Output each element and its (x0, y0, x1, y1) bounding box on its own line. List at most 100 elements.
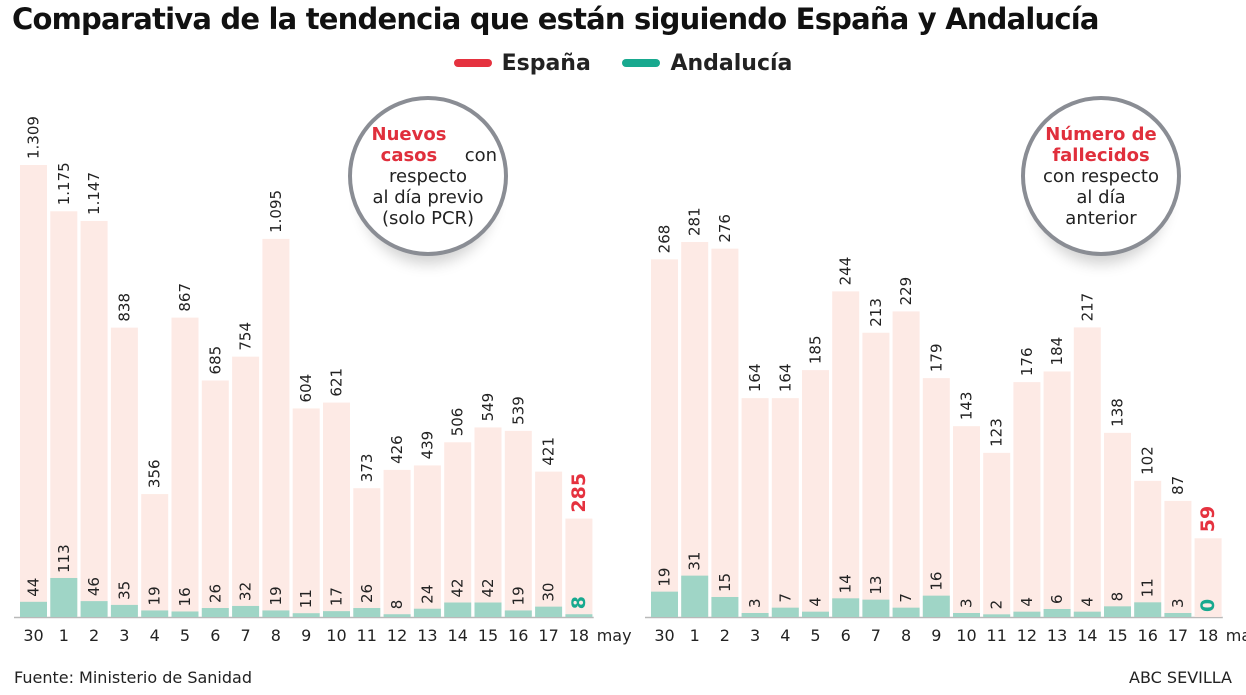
bar-andalucia (323, 611, 350, 617)
data-label-espana: 356 (146, 459, 164, 488)
data-label-espana: 244 (837, 257, 855, 286)
data-label-andalucia: 13 (867, 576, 885, 595)
data-label-espana: 285 (568, 473, 590, 513)
bar-espana (681, 242, 709, 617)
bar-andalucia (953, 612, 980, 617)
data-label-andalucia: 6 (1048, 594, 1066, 604)
data-label-andalucia: 11 (297, 589, 315, 608)
data-label-espana: 176 (1018, 347, 1036, 376)
bar-andalucia (474, 602, 502, 617)
legend-item-andalucia: Andalucía (622, 51, 792, 76)
bar-espana (1043, 371, 1071, 617)
page-title: Comparativa de la tendencia que están si… (12, 2, 1100, 36)
data-label-andalucia: 42 (479, 578, 497, 597)
x-tick-label: 3 (750, 626, 760, 645)
annotation-text: al día previo (372, 186, 484, 208)
bar-espana (1013, 382, 1041, 617)
data-label-andalucia: 19 (509, 586, 527, 605)
bar-andalucia (444, 602, 472, 617)
data-label-andalucia: 42 (449, 578, 467, 597)
bar-andalucia (80, 601, 108, 617)
bar-espana (201, 380, 229, 617)
bar-espana (771, 398, 799, 617)
x-tick-label: 6 (210, 626, 220, 645)
x-tick-label: 7 (871, 626, 881, 645)
bar-andalucia (771, 607, 799, 617)
bar-espana (474, 427, 502, 617)
data-label-andalucia: 0 (1197, 599, 1219, 612)
annotation-highlight: Número de fallecidos (1045, 123, 1157, 166)
data-label-andalucia: 3 (958, 598, 976, 608)
x-tick-label: 17 (538, 626, 558, 645)
bar-andalucia (504, 610, 532, 617)
x-tick-label: 15 (478, 626, 498, 645)
bar-espana (711, 248, 739, 617)
data-label-espana: 185 (807, 335, 825, 364)
data-label-espana: 229 (897, 277, 915, 306)
bar-espana (922, 378, 950, 617)
data-label-andalucia: 26 (206, 584, 224, 603)
bar-espana (1073, 327, 1101, 617)
bar-espana (983, 452, 1011, 617)
data-label-andalucia: 4 (807, 597, 825, 607)
bar-andalucia (110, 604, 138, 617)
annotation-highlight: Nuevos casos (371, 123, 447, 166)
bar-espana (171, 317, 199, 617)
x-tick-label: 17 (1168, 626, 1188, 645)
legend-label: Andalucía (670, 50, 793, 76)
source: Fuente: Ministerio de Sanidad (14, 668, 252, 687)
legend: España Andalucía (0, 48, 1246, 76)
x-tick-label: 13 (417, 626, 437, 645)
bar-andalucia (892, 607, 920, 617)
data-label-espana: 867 (176, 283, 194, 312)
bar-andalucia (232, 605, 260, 617)
data-label-andalucia: 19 (146, 586, 164, 605)
bar-andalucia (862, 599, 890, 617)
data-label-andalucia: 32 (237, 582, 255, 601)
x-tick-label: 5 (180, 626, 190, 645)
bar-espana (353, 488, 381, 617)
bar-espana (862, 332, 890, 617)
data-label-andalucia: 30 (540, 583, 558, 602)
data-label-andalucia: 7 (776, 593, 794, 603)
data-label-andalucia: 16 (176, 587, 194, 606)
data-label-espana: 1.175 (55, 162, 73, 205)
x-tick-label: 9 (301, 626, 311, 645)
bar-espana (953, 426, 980, 617)
x-tick-label: 8 (901, 626, 911, 645)
bar-andalucia (292, 613, 320, 617)
legend-label: España (501, 50, 591, 76)
bar-espana (110, 327, 138, 617)
x-tick-label: 4 (780, 626, 790, 645)
bar-espana (323, 402, 350, 617)
data-label-espana: 217 (1078, 293, 1096, 322)
data-label-espana: 59 (1197, 506, 1219, 532)
bar-espana (1164, 500, 1192, 617)
data-label-espana: 164 (776, 363, 794, 392)
data-label-andalucia: 7 (897, 593, 915, 603)
x-tick-label: 7 (241, 626, 251, 645)
bar-espana (1104, 432, 1131, 617)
data-label-andalucia: 2 (988, 600, 1006, 610)
legend-item-espana: España (453, 50, 591, 76)
data-label-espana: 138 (1109, 398, 1127, 427)
data-label-espana: 1.095 (267, 190, 285, 233)
bar-andalucia (535, 606, 563, 617)
bar-espana (1134, 480, 1162, 617)
data-label-andalucia: 35 (115, 581, 133, 600)
annotation-text: respecto (389, 165, 467, 187)
x-tick-label: 12 (387, 626, 407, 645)
x-tick-label: 10 (956, 626, 976, 645)
data-label-andalucia: 3 (746, 598, 764, 608)
data-label-andalucia: 17 (328, 587, 346, 606)
data-label-espana: 164 (746, 363, 764, 392)
data-label-espana: 426 (388, 435, 406, 464)
data-label-andalucia: 11 (1139, 578, 1157, 597)
bar-andalucia (1134, 602, 1162, 617)
data-label-espana: 539 (509, 396, 527, 425)
legend-swatch (622, 59, 661, 67)
data-label-espana: 685 (206, 346, 224, 375)
x-tick-label: 16 (1138, 626, 1158, 645)
data-label-espana: 102 (1139, 446, 1157, 475)
